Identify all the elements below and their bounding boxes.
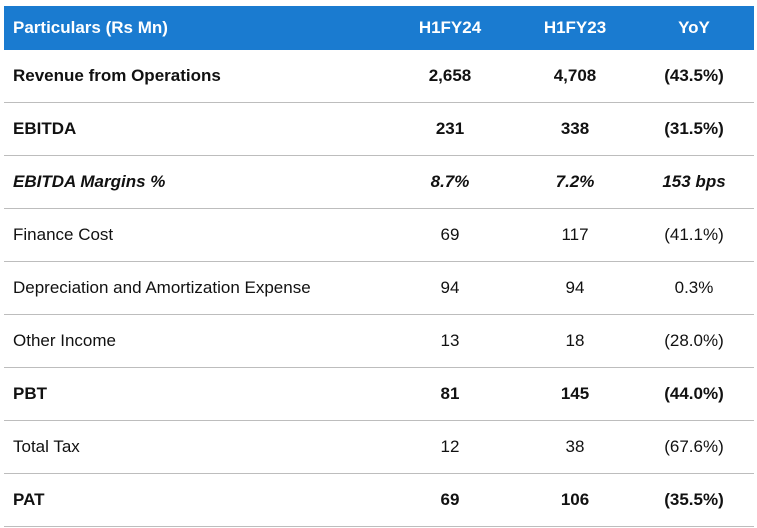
cell-yoy: (67.6%) (664, 437, 724, 456)
cell-h1fy24: 231 (435, 119, 465, 138)
table-row: Other Income 13 18 (28.0%) (4, 315, 754, 368)
cell-h1fy24: 2,658 (428, 66, 472, 85)
cell-h1fy24: 94 (440, 278, 460, 297)
cell-h1fy23: 4,708 (553, 66, 597, 85)
cell-yoy: (31.5%) (664, 119, 724, 138)
cell-h1fy24: 69 (440, 225, 460, 244)
row-label: EBITDA (13, 119, 77, 138)
cell-h1fy24: 12 (440, 437, 460, 456)
cell-h1fy23: 117 (561, 225, 589, 244)
row-label: Finance Cost (13, 225, 114, 244)
cell-yoy: (41.1%) (664, 225, 724, 244)
row-label: Revenue from Operations (13, 66, 221, 85)
table-row: PBT 81 145 (44.0%) (4, 368, 754, 421)
cell-h1fy24: 69 (440, 490, 460, 509)
cell-h1fy23: 38 (565, 437, 585, 456)
cell-yoy: (28.0%) (664, 331, 724, 350)
row-label: Total Tax (13, 437, 80, 456)
cell-h1fy24: 8.7% (430, 172, 470, 191)
cell-h1fy24: 81 (440, 384, 460, 403)
header-h1fy23: H1FY23 (543, 18, 607, 37)
cell-h1fy23: 338 (560, 119, 590, 138)
header-h1fy24: H1FY24 (418, 18, 482, 37)
row-label: PAT (13, 490, 45, 509)
financial-summary-table: Particulars (Rs Mn) H1FY24 H1FY23 YoY Re… (4, 6, 754, 527)
cell-h1fy23: 18 (565, 331, 585, 350)
cell-yoy: (43.5%) (664, 66, 724, 85)
header-yoy: YoY (678, 18, 710, 37)
cell-h1fy23: 106 (560, 490, 590, 509)
cell-h1fy23: 94 (565, 278, 585, 297)
table-row: Depreciation and Amortization Expense 94 9… (4, 262, 754, 315)
table-header-row: Particulars (Rs Mn) H1FY24 H1FY23 YoY (4, 6, 754, 50)
cell-yoy: 0.3% (674, 278, 714, 297)
table-row: Finance Cost 69 117 (41.1%) (4, 209, 754, 262)
table-row: EBITDA Margins % 8.7% 7.2% 153 bps (4, 156, 754, 209)
cell-h1fy24: 13 (440, 331, 460, 350)
cell-yoy: (35.5%) (664, 490, 724, 509)
cell-yoy: 153 bps (662, 172, 726, 191)
table-body: Revenue from Operations 2,658 4,708 (43.5%)… (4, 50, 754, 527)
header-particulars: Particulars (Rs Mn) (13, 18, 168, 37)
cell-yoy: (44.0%) (664, 384, 724, 403)
row-label: Other Income (13, 331, 116, 350)
cell-h1fy23: 7.2% (555, 172, 595, 191)
row-label: PBT (13, 384, 47, 403)
row-label: EBITDA Margins % (13, 172, 166, 191)
table-row: PAT 69 106 (35.5%) (4, 474, 754, 527)
table-row: Revenue from Operations 2,658 4,708 (43.5%) (4, 50, 754, 103)
cell-h1fy23: 145 (560, 384, 590, 403)
table-row: Total Tax 12 38 (67.6%) (4, 421, 754, 474)
row-label: Depreciation and Amortization Expense (13, 278, 311, 297)
table-row: EBITDA 231 338 (31.5%) (4, 103, 754, 156)
